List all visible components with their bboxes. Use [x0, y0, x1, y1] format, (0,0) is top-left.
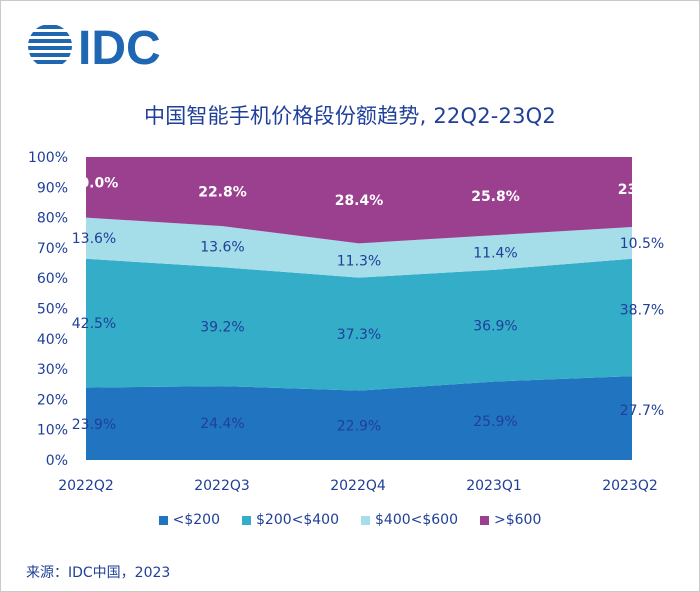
data-label: 22.9%: [337, 418, 381, 434]
legend-label: $400<$600: [375, 512, 458, 528]
source-note: 来源：IDC中国，2023: [26, 565, 171, 581]
y-tick-label: 40%: [37, 332, 68, 348]
x-tick-label: 2022Q4: [330, 478, 386, 494]
idc-logo: IDC: [28, 22, 161, 74]
x-tick-label: 2022Q3: [194, 478, 250, 494]
y-tick-label: 10%: [37, 423, 68, 439]
legend-label: $200<$400: [256, 512, 339, 528]
data-label: 13.6%: [72, 231, 116, 247]
data-label: 11.4%: [473, 245, 517, 261]
y-tick-label: 30%: [37, 362, 68, 378]
legend-item: <$200: [158, 512, 220, 528]
legend-item: $200<$400: [242, 512, 339, 528]
data-label: 37.3%: [337, 327, 381, 343]
legend-item: >$600: [480, 512, 541, 528]
chart-title: 中国智能手机价格段份额趋势, 22Q2-23Q2: [144, 104, 556, 128]
area-series-3: [86, 157, 632, 244]
data-label: 39.2%: [200, 320, 244, 336]
data-label: 24.4%: [200, 416, 244, 432]
y-tick-label: 60%: [37, 271, 68, 287]
area-series-0: [86, 376, 632, 460]
legend-swatch: [361, 515, 370, 525]
data-label: 27.7%: [620, 403, 664, 419]
legend-item: $400<$600: [361, 512, 458, 528]
y-tick-label: 70%: [37, 241, 68, 257]
data-label: 25.8%: [471, 189, 520, 205]
area-series-2: [86, 217, 632, 278]
y-tick-label: 80%: [37, 211, 68, 227]
y-tick-label: 100%: [28, 150, 68, 166]
y-tick-label: 0%: [46, 453, 68, 469]
data-label: 23.1%: [618, 182, 667, 198]
legend-swatch: [242, 515, 251, 525]
chart-legend: <$200 $200<$400 $400<$600 >$600: [0, 512, 700, 528]
stacked-area-chart: 23.9% 24.4% 22.9% 25.9% 27.7% 42.5% 39.2% 37.3%…: [27, 150, 667, 494]
data-label: 36.9%: [473, 319, 517, 335]
y-tick-label: 50%: [37, 302, 68, 318]
data-label: 10.5%: [620, 236, 664, 252]
data-label: 11.3%: [337, 253, 381, 269]
y-tick-label: 90%: [37, 180, 68, 196]
legend-label: <$200: [172, 512, 220, 528]
x-tick-label: 2023Q2: [602, 478, 658, 494]
data-label: 22.8%: [198, 185, 247, 201]
data-label: 13.6%: [200, 240, 244, 256]
legend-label: >$600: [494, 512, 542, 528]
logo-text: IDC: [78, 22, 161, 74]
data-label: 28.4%: [335, 193, 384, 209]
data-label: 20.0%: [70, 175, 119, 191]
x-tick-label: 2022Q2: [58, 478, 114, 494]
data-label: 25.9%: [473, 414, 517, 430]
globe-icon: [28, 25, 72, 64]
legend-swatch: [480, 515, 489, 525]
data-label: 42.5%: [72, 316, 116, 332]
data-label: 23.9%: [72, 417, 116, 433]
legend-swatch: [158, 515, 168, 525]
area-series-1: [86, 258, 632, 391]
y-tick-label: 20%: [37, 392, 68, 408]
x-tick-label: 2023Q1: [466, 478, 522, 494]
data-label: 38.7%: [620, 302, 664, 318]
